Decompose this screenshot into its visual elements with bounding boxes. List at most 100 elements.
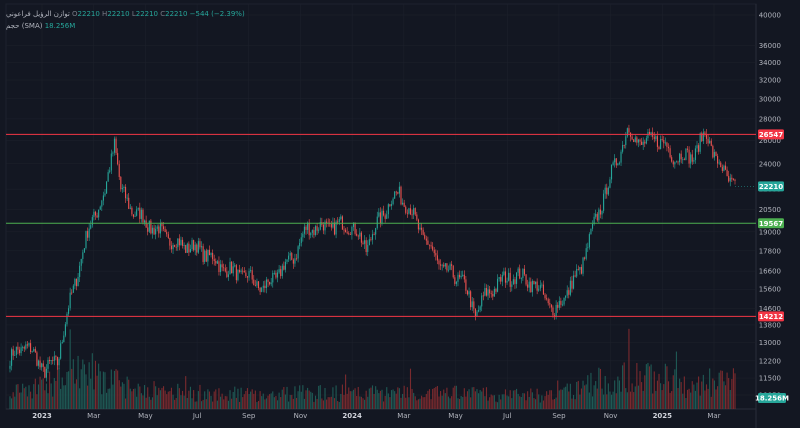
candle-body (250, 270, 252, 272)
candle-body (525, 274, 527, 285)
volume-bar (400, 397, 402, 409)
volume-bar (256, 402, 258, 409)
candle-body (155, 228, 157, 235)
candle-body (158, 226, 160, 234)
volume-bar (514, 390, 516, 409)
candle-body (93, 211, 95, 218)
volume-bar (669, 392, 671, 409)
time-tick-label: Nov (294, 412, 308, 420)
candle-body (210, 252, 212, 256)
candle-body (617, 163, 619, 166)
volume-bar (454, 385, 456, 409)
horizontal-levels[interactable] (6, 133, 756, 317)
volume-bar (663, 384, 665, 409)
volume-bar (311, 392, 313, 409)
candle-body (715, 152, 717, 156)
candle-body (704, 132, 706, 135)
volume-bar (112, 384, 114, 409)
volume-bar (626, 392, 628, 409)
candle-body (251, 270, 253, 280)
candle-body (390, 204, 393, 206)
volume-bar (677, 388, 679, 409)
volume-bar (386, 387, 388, 409)
candle-body (345, 229, 347, 233)
volume-bar (63, 385, 65, 409)
volume-bar (723, 381, 725, 409)
candle-body (68, 308, 70, 314)
candle-body (642, 141, 644, 145)
volume-bar (495, 401, 497, 409)
candle-body (402, 202, 404, 205)
candle-body (386, 214, 388, 219)
candle-body (571, 280, 573, 289)
candle-body (150, 220, 152, 234)
candle-body (645, 138, 647, 144)
candle-body (213, 259, 215, 262)
volume-bar (45, 383, 47, 409)
volume-bar (367, 396, 369, 409)
volume-bar (131, 391, 133, 409)
volume-bar (397, 387, 399, 409)
volume-bar (82, 359, 84, 409)
volume-bar (166, 394, 168, 409)
close-value: 22210 (165, 10, 188, 18)
volume-bar (515, 388, 518, 409)
volume-bar (90, 378, 92, 409)
volume-bar (672, 375, 674, 409)
candle-body (337, 221, 339, 223)
volume-bar (599, 368, 602, 409)
time-tick-label: May (448, 412, 462, 420)
volume-bar (424, 397, 426, 409)
candle-body (465, 279, 467, 291)
candle-body (672, 161, 674, 165)
volume-bar (487, 400, 489, 409)
volume-bar (262, 393, 264, 409)
candle-body (732, 179, 734, 181)
volume-bar (576, 381, 578, 409)
candle-body (628, 128, 630, 133)
volume-bar (348, 387, 350, 409)
volume-bar (591, 396, 594, 409)
candle-body (533, 280, 535, 285)
volume-bar (544, 396, 546, 409)
candle-body (394, 191, 396, 199)
price-axis[interactable]: 40000 36000 34000 32000 30000 28000 26000 24000… (759, 12, 781, 400)
candle-body (541, 284, 543, 286)
volume-bar (232, 391, 234, 409)
level-tag (758, 129, 784, 140)
candle-body (595, 213, 597, 217)
candle-body (148, 220, 150, 232)
candle-body (460, 275, 462, 278)
volume-bar (443, 389, 445, 409)
candle-body (379, 212, 381, 224)
volume-bar (522, 393, 524, 409)
volume-bar (234, 386, 236, 409)
chart-grid (5, 3, 757, 428)
candle-body (580, 267, 583, 274)
volume-bar (56, 356, 59, 409)
volume-bar (345, 374, 347, 409)
price-tick-label: 20500 (759, 206, 781, 214)
volume-bar (406, 387, 408, 409)
price-tick-label: 26000 (759, 137, 781, 145)
volume-bar (33, 384, 35, 409)
volume-bar (680, 382, 682, 409)
candle-body (143, 220, 146, 223)
volume-bar (398, 388, 400, 409)
candle-body (419, 227, 421, 230)
volume-bar (555, 397, 557, 409)
candle-body (248, 271, 250, 278)
candle-body (235, 265, 237, 281)
candle-body (300, 237, 302, 244)
candle-body (710, 140, 712, 146)
volume-bar (213, 391, 215, 409)
price-tick-label: 13800 (759, 321, 781, 329)
candle-body (215, 261, 217, 264)
candle-body (50, 360, 52, 361)
volume-bar (257, 400, 260, 409)
volume-bar (731, 379, 733, 409)
time-axis[interactable]: 2023 Mar May Jul Sep Nov 2024 Mar May Jul Sep Nov 20… (32, 412, 720, 420)
candle-body (590, 228, 592, 235)
candle-body (663, 139, 665, 144)
